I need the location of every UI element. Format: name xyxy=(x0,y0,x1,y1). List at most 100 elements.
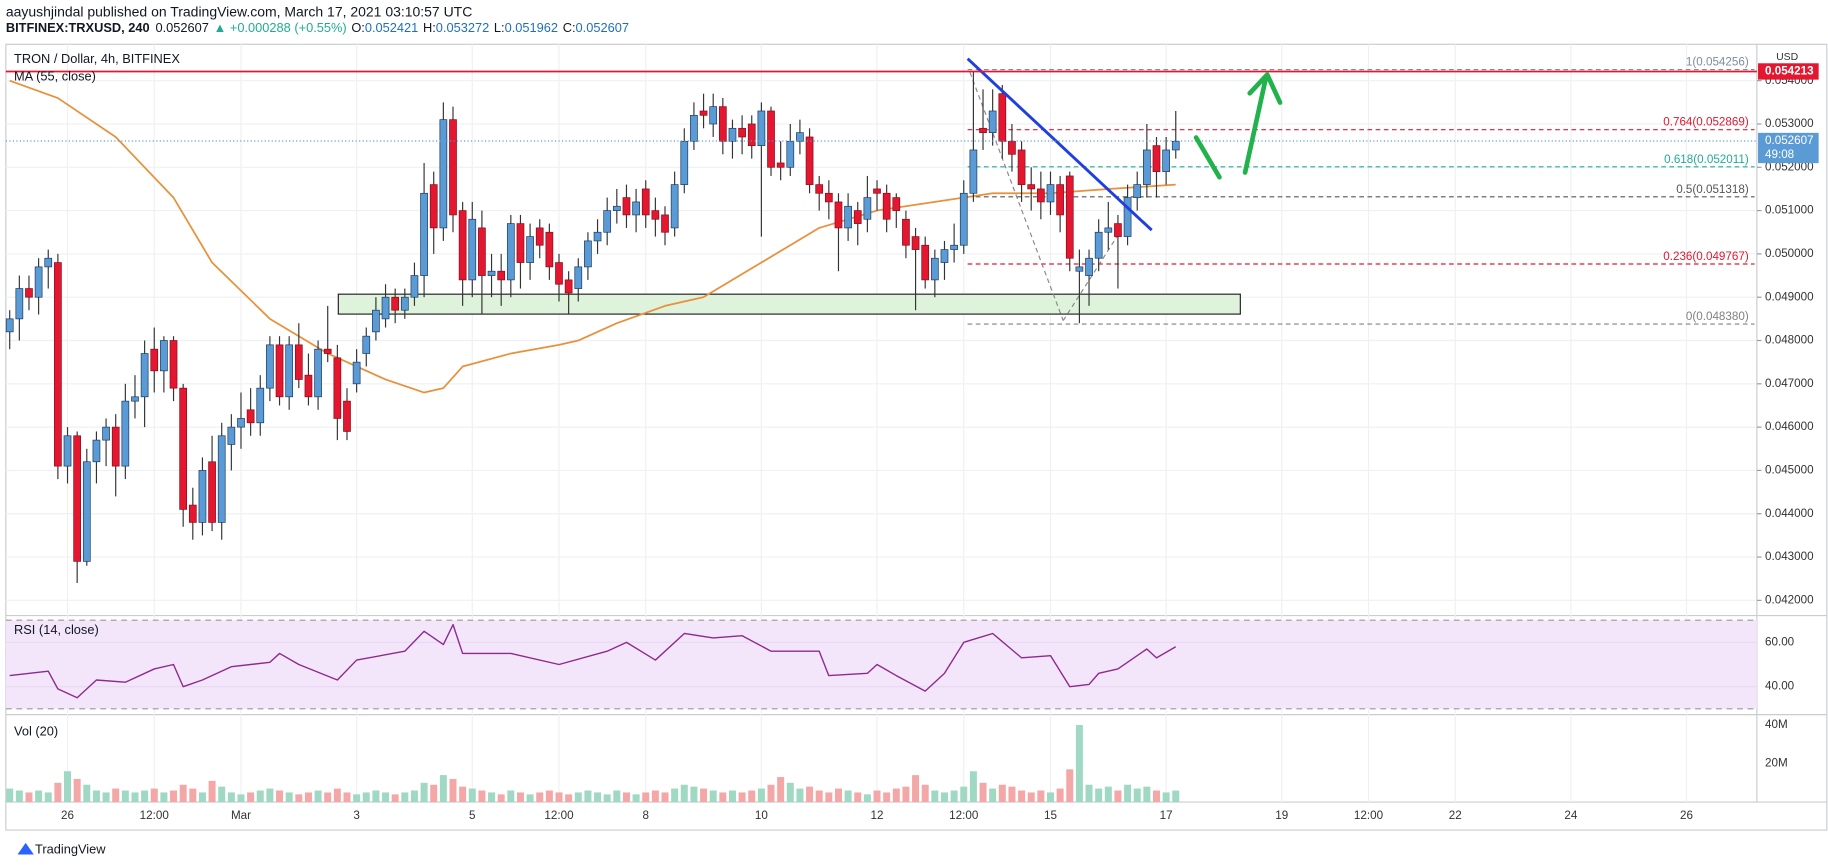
candle-body xyxy=(718,106,727,142)
candle-body xyxy=(584,240,592,268)
candle-body xyxy=(930,257,939,281)
candle-body xyxy=(959,192,968,246)
volume-bar xyxy=(1037,790,1045,803)
volume-bar xyxy=(536,792,544,803)
x-tick-label: Mar xyxy=(231,809,251,822)
candle-body xyxy=(54,262,62,467)
volume-bar xyxy=(170,790,178,803)
volume-bar xyxy=(420,782,428,803)
volume-bar xyxy=(728,790,736,803)
fib-label: 0.764(0.052869) xyxy=(1663,116,1749,129)
volume-bar xyxy=(603,794,611,803)
ma-name: MA (55, close) xyxy=(14,68,96,83)
candle-body xyxy=(400,296,409,311)
layers: 26 12:00 Mar 3 5 12:00 8 10 12 12:00 15 17 19 12:00 22… xyxy=(5,44,1827,822)
volume-bar xyxy=(931,790,939,803)
candle-body xyxy=(63,435,72,467)
candle-body xyxy=(323,348,332,354)
candle-body xyxy=(44,257,53,268)
candle-body xyxy=(420,192,428,276)
volume-bar xyxy=(690,786,698,803)
candle-body xyxy=(25,288,33,298)
x-tick-label: 12:00 xyxy=(544,809,574,822)
candle-body xyxy=(478,227,486,276)
y-tick-label: 0.042000 xyxy=(1765,593,1814,606)
candle-body xyxy=(188,504,197,523)
volume-bar xyxy=(353,794,361,803)
candle-body xyxy=(1133,184,1142,198)
rsi-line xyxy=(9,623,1177,699)
y-tick-label: 0.053000 xyxy=(1765,117,1814,130)
volume-bar xyxy=(545,790,553,803)
rsi-name: RSI (14, close) xyxy=(14,622,99,637)
volume-bar xyxy=(1152,790,1160,803)
candle-body xyxy=(892,197,901,211)
volume-bar xyxy=(594,792,602,803)
candle-body xyxy=(1143,149,1151,185)
resistance-label: 0.054213 xyxy=(1765,65,1814,78)
volume-bar xyxy=(622,792,630,803)
last: 0.052607 xyxy=(155,21,208,36)
fib-label: 0(0.048380) xyxy=(1686,310,1749,323)
volume-bar xyxy=(439,775,447,803)
candle-body xyxy=(979,127,987,133)
volume-bar xyxy=(430,784,438,803)
x-tick-label: 26 xyxy=(1680,809,1693,822)
candle-body xyxy=(1046,184,1055,203)
x-tick-label: 12:00 xyxy=(949,809,979,822)
ohlc-key: H: xyxy=(423,21,436,36)
volume-bar xyxy=(343,792,351,803)
volume-bar xyxy=(507,790,515,803)
volume-bar xyxy=(266,788,274,803)
candle-body xyxy=(102,426,110,441)
candle-body xyxy=(246,409,255,424)
candle-body xyxy=(1114,223,1122,237)
volume-bar xyxy=(883,792,891,803)
volume-bar xyxy=(1104,786,1112,803)
volume-bar xyxy=(1056,788,1064,803)
candle-body xyxy=(853,210,862,224)
candle-body xyxy=(911,236,920,250)
countdown: 49:08 xyxy=(1765,148,1794,161)
y-tick-label: 0.044000 xyxy=(1765,507,1814,520)
volume-bar xyxy=(806,786,814,803)
volume-bar xyxy=(218,786,226,803)
candle-body xyxy=(111,426,120,467)
ohlc-value: 0.051962 xyxy=(505,21,558,36)
candle-body xyxy=(352,361,361,385)
volume-bar xyxy=(15,790,23,803)
candle-body xyxy=(709,106,718,125)
support-zone xyxy=(337,293,1241,315)
candle-body xyxy=(757,110,766,146)
candle-body xyxy=(950,244,958,250)
candle-body xyxy=(796,132,804,142)
candle-body xyxy=(873,188,881,194)
volume-bar xyxy=(700,788,708,803)
ma-line xyxy=(9,79,1176,394)
candle-body xyxy=(1065,175,1074,259)
x-tick-label: 8 xyxy=(642,809,648,822)
candle-body xyxy=(92,439,101,463)
candle-body xyxy=(314,348,322,398)
x-tick-label: 26 xyxy=(61,809,74,822)
candle-body xyxy=(1171,140,1180,151)
volume-bar xyxy=(1066,769,1074,803)
fib-trend xyxy=(969,72,1120,321)
ohlc-key: O: xyxy=(351,21,365,36)
candle-body xyxy=(439,119,448,229)
y-tick-label: 0.049000 xyxy=(1765,290,1814,303)
candle-body xyxy=(208,461,216,523)
candle-body xyxy=(1162,149,1170,172)
x-tick-label: 24 xyxy=(1564,809,1577,822)
candle-body xyxy=(535,227,544,246)
volume-name: Vol (20) xyxy=(14,724,58,739)
candle-body xyxy=(140,353,149,398)
ohlc-key: L: xyxy=(494,21,505,36)
fib-label: 0.5(0.051318) xyxy=(1676,183,1749,196)
volume-bar xyxy=(950,790,958,803)
volume-bar xyxy=(1027,792,1035,803)
candle-body xyxy=(622,197,631,216)
ohlc-value: 0.052607 xyxy=(576,21,629,36)
volume-bar xyxy=(709,790,717,803)
chart-title: TRON / Dollar, 4h, BITFINEX xyxy=(14,51,180,66)
